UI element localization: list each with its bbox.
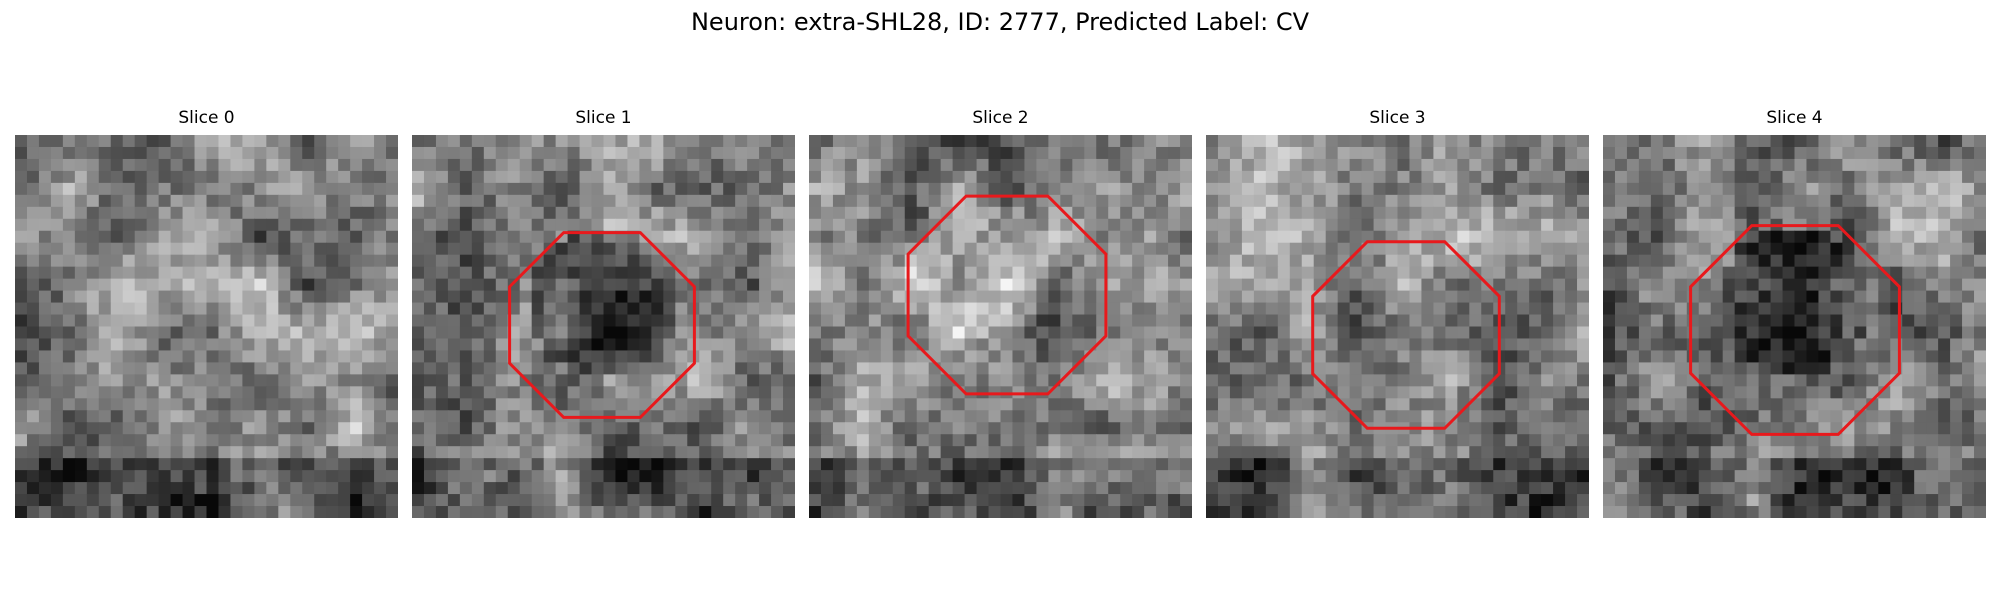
slice-panel-1: Slice 1 (412, 108, 795, 525)
slice-image (15, 135, 398, 518)
slice-title: Slice 1 (575, 108, 632, 128)
slice-title: Slice 0 (178, 108, 235, 128)
pixel-grid (412, 135, 795, 518)
pixel-grid (15, 135, 398, 518)
slice-panel-4: Slice 4 (1603, 108, 1986, 525)
slice-image (809, 135, 1192, 518)
slice-image (1603, 135, 1986, 518)
pixel-grid (1206, 135, 1589, 518)
slice-title: Slice 3 (1369, 108, 1426, 128)
slice-title: Slice 2 (972, 108, 1029, 128)
pixel-grid (1603, 135, 1986, 518)
figure-title: Neuron: extra-SHL28, ID: 2777, Predicted… (690, 8, 1310, 36)
roi-outline (508, 231, 696, 419)
slice-title: Slice 4 (1766, 108, 1823, 128)
slice-image (1206, 135, 1589, 518)
roi-outline (1311, 240, 1501, 430)
roi-outline (1689, 224, 1901, 436)
slice-image (412, 135, 795, 518)
slice-panel-0: Slice 0 (15, 108, 398, 525)
pixel-grid (809, 135, 1192, 518)
slice-panel-2: Slice 2 (809, 108, 1192, 525)
slice-panel-3: Slice 3 (1206, 108, 1589, 525)
roi-outline (906, 194, 1108, 396)
